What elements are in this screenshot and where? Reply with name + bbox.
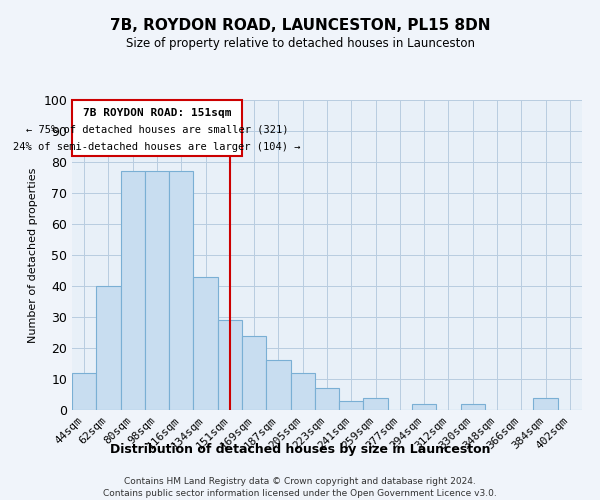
Bar — [364, 398, 388, 410]
Bar — [290, 373, 315, 410]
FancyBboxPatch shape — [72, 100, 242, 156]
Bar — [145, 172, 169, 410]
Bar — [169, 172, 193, 410]
Bar — [315, 388, 339, 410]
Bar — [412, 404, 436, 410]
Text: 24% of semi-detached houses are larger (104) →: 24% of semi-detached houses are larger (… — [13, 142, 301, 152]
Bar — [339, 400, 364, 410]
Bar — [266, 360, 290, 410]
Text: Contains public sector information licensed under the Open Government Licence v3: Contains public sector information licen… — [103, 489, 497, 498]
Text: 7B ROYDON ROAD: 151sqm: 7B ROYDON ROAD: 151sqm — [83, 108, 231, 118]
Text: 7B, ROYDON ROAD, LAUNCESTON, PL15 8DN: 7B, ROYDON ROAD, LAUNCESTON, PL15 8DN — [110, 18, 490, 32]
Text: Distribution of detached houses by size in Launceston: Distribution of detached houses by size … — [110, 442, 490, 456]
Bar — [96, 286, 121, 410]
Y-axis label: Number of detached properties: Number of detached properties — [28, 168, 38, 342]
Bar — [121, 172, 145, 410]
Bar — [461, 404, 485, 410]
Bar — [242, 336, 266, 410]
Bar — [193, 276, 218, 410]
Text: ← 75% of detached houses are smaller (321): ← 75% of detached houses are smaller (32… — [26, 125, 288, 135]
Text: Size of property relative to detached houses in Launceston: Size of property relative to detached ho… — [125, 38, 475, 51]
Bar — [72, 373, 96, 410]
Bar — [533, 398, 558, 410]
Bar — [218, 320, 242, 410]
Text: Contains HM Land Registry data © Crown copyright and database right 2024.: Contains HM Land Registry data © Crown c… — [124, 478, 476, 486]
